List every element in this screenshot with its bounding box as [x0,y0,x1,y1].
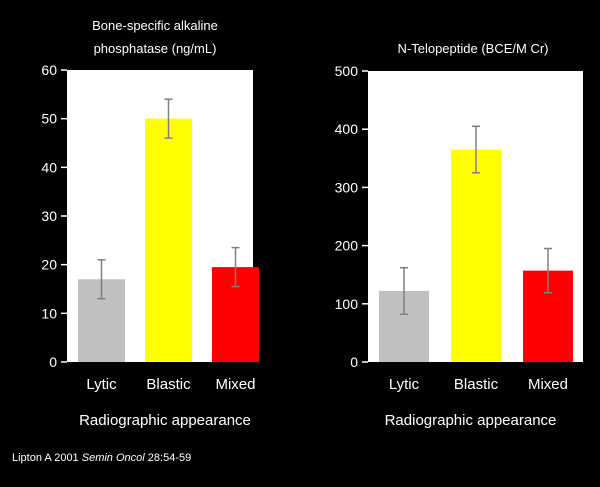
chart2-y-tick-label: 300 [335,179,359,195]
citation-volume-pages: 28:54-59 [147,452,192,464]
chart1-y-tick-label: 10 [41,305,57,321]
chart2-y-tick-label: 400 [335,121,359,137]
chart1-title-line: Bone-specific alkaline [92,18,218,33]
chart2-category-label: Mixed [528,376,568,393]
chart2-y-tick-label: 200 [335,238,359,254]
chart1-category-label: Lytic [86,376,117,393]
chart2-y-tick-label: 500 [335,63,359,79]
chart1-category-label: Mixed [215,376,255,393]
chart2-title-line: N-Telopeptide (BCE/M Cr) [398,41,549,56]
charts-canvas: Bone-specific alkaline phosphatase (ng/mL… [41,18,583,429]
chart1-bar-blastic [145,118,192,363]
chart2-category-label: Blastic [454,376,499,393]
chart1-title-line: phosphatase (ng/mL) [94,41,217,56]
chart2-y-tick-label: 0 [350,354,358,370]
chart1-y-tick-label: 50 [41,111,57,127]
citation: Lipton A 2001 Semin Oncol 28:54-59 [12,452,191,464]
chart1-y-tick-label: 30 [41,208,57,224]
chart2-y-tick-label: 100 [335,296,359,312]
chart1-category-label: Blastic [146,376,191,393]
chart1-y-tick-label: 40 [41,159,57,175]
chart1-y-tick-label: 60 [41,62,57,78]
citation-journal: Semin Oncol [81,452,145,464]
chart2-category-label: Lytic [389,376,420,393]
chart2-x-axis-label: Radiographic appearance [385,412,557,429]
chart1-y-tick-label: 20 [41,257,57,273]
citation-author-year: Lipton A 2001 [12,452,79,464]
chart2-bar-blastic [451,149,501,362]
chart1-y-tick-label: 0 [49,354,57,370]
chart1-x-axis-label: Radiographic appearance [79,412,251,429]
